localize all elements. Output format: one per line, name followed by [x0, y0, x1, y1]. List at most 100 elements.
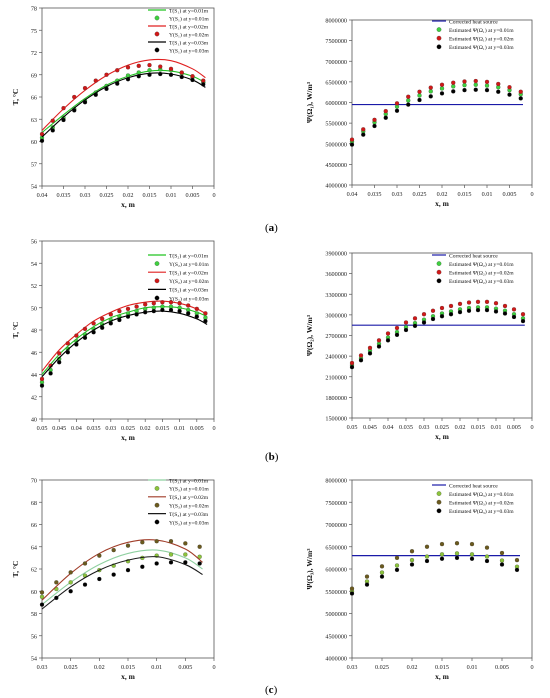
- data-point: [417, 93, 422, 98]
- data-point: [349, 360, 355, 366]
- data-point: [160, 307, 165, 313]
- data-point: [147, 68, 152, 73]
- data-point: [39, 383, 45, 388]
- legend-swatch-marker: [154, 519, 160, 525]
- data-point: [39, 376, 45, 382]
- legend-entry-label: Estimated Ψ(Ω₂) at y=0.01m: [449, 261, 514, 268]
- data-point: [74, 342, 79, 347]
- y-tick-label: 75: [31, 28, 37, 35]
- data-point: [507, 85, 512, 90]
- x-tick-label: 0.035: [399, 424, 413, 431]
- data-point: [484, 299, 490, 304]
- legend-swatch-marker: [154, 295, 160, 301]
- data-point: [158, 71, 163, 77]
- data-point: [394, 567, 400, 573]
- legend-swatch-marker: [436, 44, 442, 50]
- data-point: [385, 338, 391, 343]
- data-point: [469, 552, 475, 557]
- data-point: [462, 83, 467, 88]
- x-tick-label: 0: [212, 664, 215, 671]
- data-point: [499, 558, 505, 563]
- data-point: [194, 314, 199, 319]
- y-tick-label: 56: [31, 633, 37, 640]
- data-point: [358, 358, 364, 363]
- legend: Corrected heat source Estimated Ψ(Ω₂) at …: [432, 253, 514, 285]
- y-axis-label: T, °C: [11, 322, 20, 339]
- data-point: [100, 325, 105, 330]
- data-point: [379, 570, 385, 575]
- y-tick-label: 44: [31, 372, 37, 379]
- data-point: [140, 564, 145, 569]
- data-point: [82, 85, 88, 91]
- data-point: [197, 554, 202, 559]
- data-point: [361, 127, 366, 132]
- x-tick-label: 0.025: [375, 664, 389, 671]
- series-4: [349, 87, 523, 147]
- data-point: [57, 360, 62, 365]
- y-tick-label: 1500000: [325, 416, 347, 423]
- data-point: [475, 299, 481, 304]
- data-point: [457, 310, 463, 315]
- data-point: [493, 301, 499, 306]
- data-point: [39, 138, 45, 143]
- y-tick-label: 3600000: [325, 271, 347, 278]
- x-tick-label: 0.01: [174, 425, 185, 432]
- data-point: [143, 310, 148, 315]
- legend-entry-label: T(S₂) at y=0.02m: [169, 270, 209, 277]
- y-tick-label: 56: [31, 239, 37, 246]
- series-4: [349, 555, 520, 596]
- legend-swatch-marker: [436, 27, 442, 32]
- data-point: [115, 68, 120, 73]
- x-tick-label: 0: [212, 425, 215, 432]
- data-point: [177, 301, 182, 306]
- x-tick-label: 0.05: [37, 425, 48, 432]
- y-tick-label: 57: [31, 161, 37, 168]
- data-point: [383, 115, 388, 120]
- series-3: [349, 299, 526, 366]
- y-tick-label: 66: [31, 95, 37, 102]
- data-point: [358, 353, 364, 358]
- data-point: [466, 308, 472, 313]
- x-tick-label: 0.015: [121, 664, 135, 671]
- data-point: [136, 70, 141, 75]
- x-tick-label: 0.02: [123, 192, 134, 199]
- data-point: [379, 564, 385, 569]
- data-point: [74, 333, 79, 338]
- legend-swatch-marker: [154, 15, 160, 21]
- data-point: [147, 72, 152, 77]
- data-point: [430, 308, 436, 313]
- data-point: [473, 78, 478, 84]
- legend-entry-label: Estimated Ψ(Ω₃) at y=0.02m: [449, 500, 514, 507]
- data-point: [201, 82, 206, 87]
- data-point: [412, 316, 418, 321]
- x-tick-label: 0.015: [458, 191, 472, 198]
- legend-entry-label: T(S₁) at y=0.02m: [169, 23, 209, 30]
- x-tick-label: 0.035: [87, 425, 101, 432]
- y-tick-label: 70: [31, 478, 37, 485]
- legend-entry-label: Estimated Ψ(Ω₁) at y=0.03m: [449, 44, 514, 51]
- legend: T(S₂) at y=0.01m Y(S₂) at y=0.01m T(S₂) at…: [148, 252, 209, 302]
- chart-b-right: 1500000 1800000 2100000 2400000 2700000 30000…: [305, 251, 534, 442]
- data-point: [424, 544, 430, 549]
- data-point: [462, 79, 467, 84]
- data-point: [39, 131, 45, 137]
- y-tick-label: 62: [31, 567, 37, 574]
- y-tick-label: 64: [31, 544, 37, 551]
- legend: Corrected heat source Estimated Ψ(Ω₃) at …: [432, 483, 514, 515]
- x-tick-label: 0.045: [363, 424, 377, 431]
- y-tick-label: 69: [31, 72, 37, 79]
- data-point: [520, 312, 526, 317]
- data-point: [507, 92, 512, 97]
- data-point: [151, 301, 156, 306]
- data-point: [168, 66, 174, 71]
- x-tick-label: 0.03: [80, 192, 91, 199]
- data-point: [514, 567, 520, 573]
- data-point: [151, 308, 156, 314]
- series-line: [41, 539, 203, 601]
- data-point: [68, 580, 73, 585]
- data-point: [361, 132, 366, 137]
- x-tick-label: 0.035: [57, 192, 71, 199]
- series-line: [41, 300, 208, 372]
- legend-swatch-marker: [154, 47, 160, 53]
